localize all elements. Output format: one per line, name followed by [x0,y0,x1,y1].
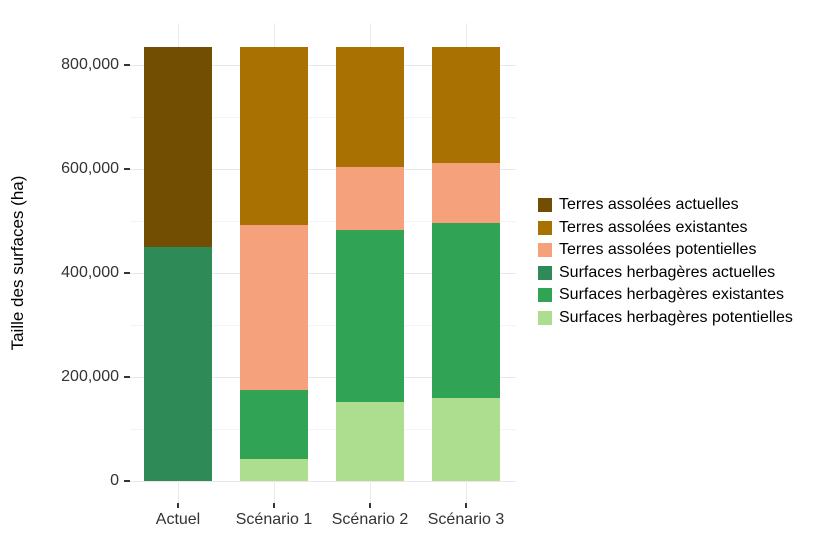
legend-swatch [538,243,552,258]
bar-segment [432,222,500,398]
legend-label: Terres assolées potentielles [559,241,757,259]
y-tick-label: 0 [110,472,119,489]
x-category-label: Scénario 1 [235,511,313,528]
legend-label: Surfaces herbagères actuelles [559,263,776,281]
legend-swatch [538,220,552,235]
bar-segment [336,167,404,230]
bar-segment [240,389,308,460]
y-tick-mark [124,272,130,275]
bar-segment [240,47,308,225]
y-tick-label: 200,000 [61,368,119,386]
y-tick-label: 400,000 [61,264,119,282]
gridline-major [130,273,516,275]
legend-item: Surfaces herbagères existantes [538,284,793,307]
x-tick-mark [465,503,467,508]
gridline-minor [130,429,516,431]
x-category-label: Scénario 2 [331,511,409,528]
legend-swatch [538,198,552,213]
bar-segment [240,459,308,481]
legend-swatch [538,310,552,325]
x-category-label: Scénario 3 [427,511,505,528]
bar-segment [240,224,308,390]
bar-segment [336,47,404,168]
bar-segment [432,163,500,223]
x-category-label: Actuel [155,511,201,528]
gridline-major [130,377,516,379]
legend-item: Terres assolées potentielles [538,239,793,262]
plot-panel [130,23,516,503]
y-tick-mark [124,64,130,67]
gridline-minor [130,117,516,119]
bar-segment [432,397,500,481]
legend-swatch [538,265,552,280]
legend-label: Surfaces herbagères potentielles [559,308,793,326]
legend-item: Surfaces herbagères actuelles [538,262,793,285]
y-tick-mark [124,480,130,482]
y-tick-mark [124,168,130,171]
bar-segment [144,246,212,481]
gridline-major [130,65,516,67]
y-tick-label: 800,000 [61,56,119,74]
bar-segment [336,229,404,402]
x-tick-mark [177,503,179,508]
gridline-major [130,169,516,171]
bar-segment [144,47,212,247]
bar-segment [432,47,500,164]
legend-label: Terres assolées actuelles [559,196,739,214]
bar-segment [336,401,404,481]
legend-label: Surfaces herbagères existantes [559,286,785,304]
legend-item: Surfaces herbagères potentielles [538,307,793,330]
legend-swatch [538,288,552,303]
gridline-minor [130,221,516,223]
y-tick-mark [124,376,130,379]
gridline-major [130,481,516,482]
x-tick-mark [273,503,275,508]
legend-label: Terres assolées existantes [559,218,748,236]
legend-item: Terres assolées actuelles [538,194,793,217]
y-axis-title: Taille des surfaces (ha) [8,175,27,351]
legend-item: Terres assolées existantes [538,217,793,240]
gridline-minor [130,325,516,327]
legend: Terres assolées actuelles Terres assolées… [538,194,793,329]
y-tick-label: 600,000 [61,160,119,178]
x-tick-mark [369,503,371,508]
